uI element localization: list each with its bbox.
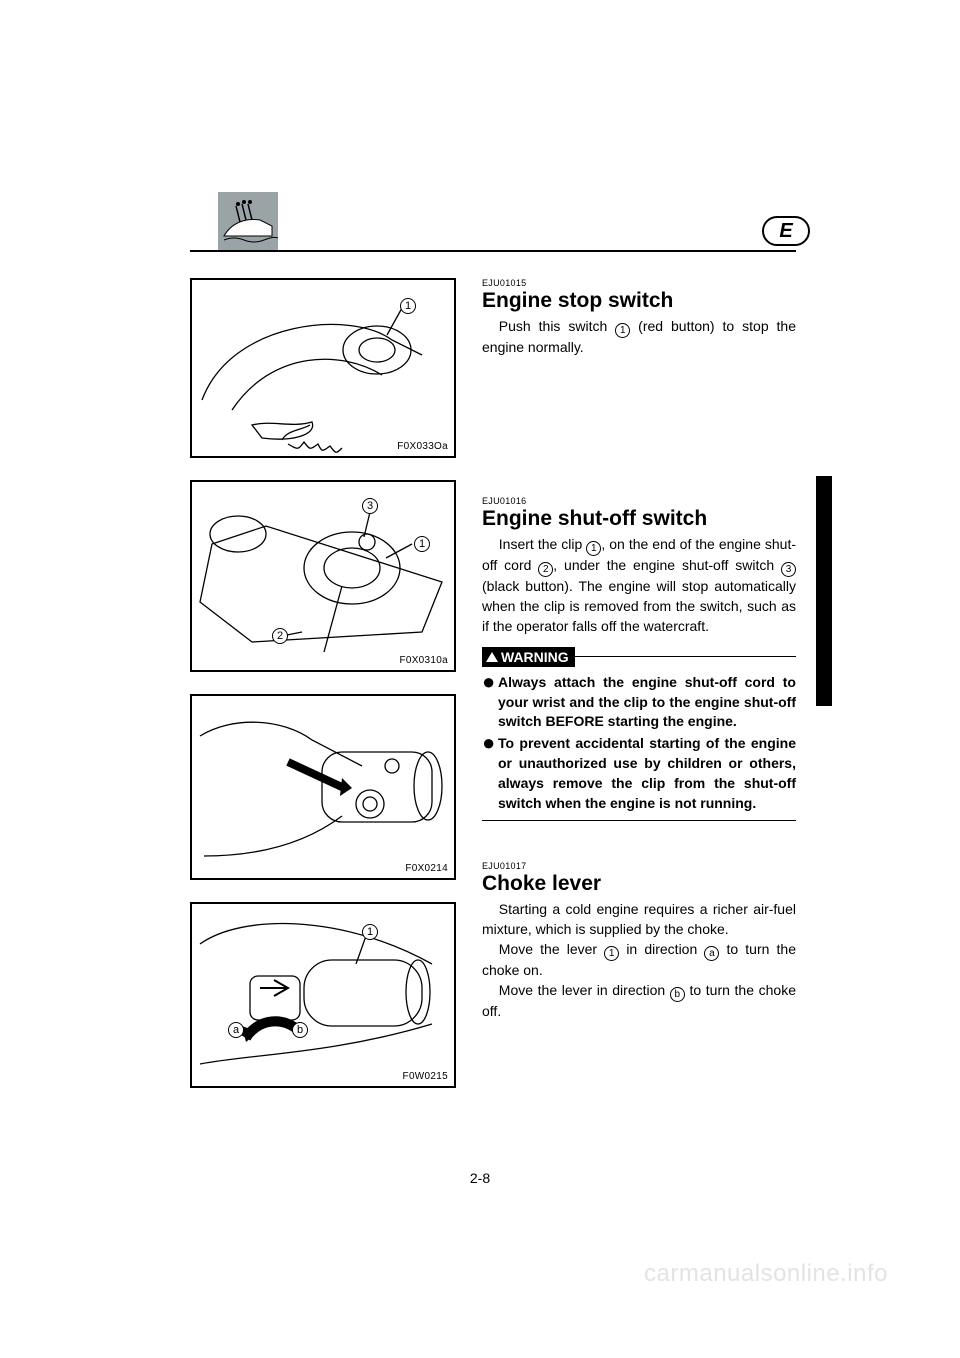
text: Move the lever in direction <box>499 982 670 998</box>
callout-1: 1 <box>400 298 416 314</box>
bullet-item: ● To prevent accidental starting of the … <box>482 734 796 814</box>
section-body-p3: Move the lever in direction b to turn th… <box>482 981 796 1022</box>
text: Move the lever <box>499 941 604 957</box>
text: (black button). The engine will stop aut… <box>482 578 796 634</box>
section-body-p2: Move the lever 1 in direction a to turn … <box>482 940 796 981</box>
section-title: Engine stop switch <box>482 289 796 313</box>
warning-text: WARNING <box>501 649 569 665</box>
section-choke: EJU01017 Choke lever Starting a cold eng… <box>482 861 796 1022</box>
section-shutoff: EJU01016 Engine shut-off switch Insert t… <box>482 496 796 821</box>
drawing-shutoff <box>192 482 454 670</box>
callout-b: b <box>292 1022 308 1038</box>
figure-label: F0X033Oa <box>397 441 448 452</box>
bullet-dot: ● <box>482 673 498 733</box>
text: Push this switch <box>499 318 615 334</box>
watermark: carmanualsonline.info <box>644 1260 888 1288</box>
section-body: Insert the clip 1, on the end of the eng… <box>482 535 796 637</box>
section-engine-stop: EJU01015 Engine stop switch Push this sw… <box>482 278 796 468</box>
callout-2: 2 <box>272 628 288 644</box>
manual-page: E 1 F0X033Oa <box>0 0 960 1358</box>
warning-icon <box>486 652 498 662</box>
bullet-item: ● Always attach the engine shut-off cord… <box>482 673 796 733</box>
language-badge: E <box>762 216 810 246</box>
section-code: EJU01016 <box>482 496 796 506</box>
section-body-p1: Starting a cold engine requires a richer… <box>482 900 796 940</box>
section-code: EJU01015 <box>482 278 796 288</box>
warning-rule <box>575 656 796 658</box>
warning-label-row: WARNING <box>482 647 796 667</box>
inline-ref-2: 2 <box>538 562 553 577</box>
figure-label: F0X0214 <box>405 863 448 874</box>
section-end-rule <box>482 820 796 822</box>
figures-column: 1 F0X033Oa 3 1 2 F0X0310a <box>190 278 458 1110</box>
section-body: Push this switch 1 (red button) to stop … <box>482 317 796 358</box>
text: Insert the clip <box>499 536 587 552</box>
section-title: Engine shut-off switch <box>482 507 796 531</box>
figure-choke-lever: 1 a b F0W0215 <box>190 902 456 1088</box>
figure-shutoff-switch: 3 1 2 F0X0310a <box>190 480 456 672</box>
figure-label: F0X0310a <box>399 655 448 666</box>
header-divider <box>190 250 796 252</box>
figure-label: F0W0215 <box>403 1071 448 1082</box>
callout-3: 3 <box>362 498 378 514</box>
text: in direction <box>619 941 704 957</box>
inline-ref-b: b <box>670 987 685 1002</box>
page-number: 2-8 <box>0 1170 960 1186</box>
side-index-tab <box>816 476 832 706</box>
bullet-text: To prevent accidental starting of the en… <box>498 734 796 814</box>
section-code: EJU01017 <box>482 861 796 871</box>
bullet-dot: ● <box>482 734 498 814</box>
jetski-tab-icon <box>218 192 278 252</box>
section-title: Choke lever <box>482 872 796 896</box>
inline-ref-1: 1 <box>604 946 619 961</box>
inline-ref-1: 1 <box>615 323 630 338</box>
text: , under the engine shut-off switch <box>553 557 781 573</box>
inline-ref-a: a <box>704 946 719 961</box>
figure-shutoff-action: F0X0214 <box>190 694 456 880</box>
drawing-choke <box>192 904 454 1086</box>
inline-ref-1: 1 <box>586 541 601 556</box>
warning-badge: WARNING <box>482 647 575 667</box>
callout-1: 1 <box>362 924 378 940</box>
figure-engine-stop: 1 F0X033Oa <box>190 278 456 458</box>
inline-ref-3: 3 <box>781 562 796 577</box>
text-column: EJU01015 Engine stop switch Push this sw… <box>482 278 796 1050</box>
bullet-text: Always attach the engine shut-off cord t… <box>498 673 796 733</box>
callout-1: 1 <box>414 536 430 552</box>
drawing-shutoff-action <box>192 696 454 878</box>
callout-a: a <box>228 1022 244 1038</box>
warning-bullets: ● Always attach the engine shut-off cord… <box>482 673 796 814</box>
